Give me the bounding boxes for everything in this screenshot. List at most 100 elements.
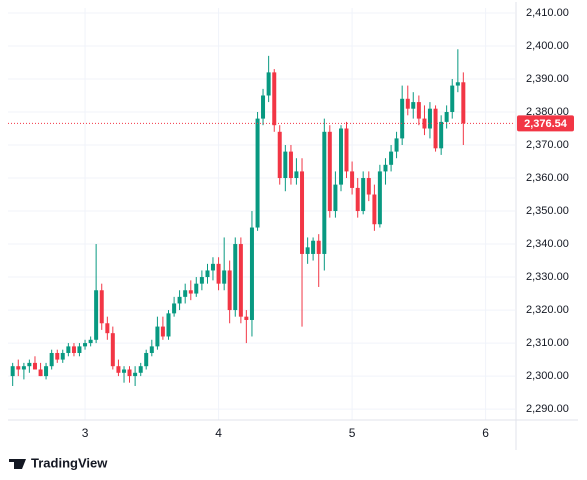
candle-body [66, 346, 71, 353]
y-tick-label: 2,350.00 [526, 205, 569, 217]
candle-body [339, 128, 344, 185]
candle-body [222, 270, 227, 284]
candle-body [71, 346, 76, 353]
candle-body [183, 290, 188, 297]
candle-body [455, 82, 460, 86]
candle-body [255, 118, 260, 228]
candle-body [122, 369, 127, 373]
candle-body [277, 131, 282, 179]
candle-body [327, 131, 332, 212]
candle-body [249, 227, 254, 320]
y-tick-label: 2,380.00 [526, 106, 569, 118]
candle-body [266, 72, 271, 96]
x-tick-label: 5 [349, 426, 356, 440]
candle-body [177, 296, 182, 304]
candle-body [355, 187, 360, 212]
candle-body [55, 352, 60, 360]
candle-body [233, 244, 238, 311]
candle-body [10, 366, 15, 377]
candle-body [216, 263, 221, 284]
candle-body [149, 346, 154, 353]
grid [8, 8, 515, 420]
candle-body [244, 316, 249, 320]
candle-body [105, 323, 110, 334]
candle-body [400, 98, 405, 139]
candle-body [21, 366, 26, 370]
candle-body [439, 121, 444, 149]
y-tick-label: 2,320.00 [526, 304, 569, 316]
candle-body [405, 98, 410, 109]
y-tick-label: 2,330.00 [526, 271, 569, 283]
candle-body [138, 366, 143, 373]
y-tick-label: 2,390.00 [526, 73, 569, 85]
candle-body [389, 151, 394, 165]
current-price-label: 2,376.54 [524, 118, 568, 130]
candle-body [88, 339, 93, 344]
candle-body [188, 290, 193, 294]
candle-body [133, 372, 138, 377]
candle-body [194, 283, 199, 294]
candle-body [361, 178, 366, 212]
candle-body [283, 151, 288, 179]
candle-body [238, 244, 243, 317]
candle-body [116, 366, 121, 373]
candle-body [166, 313, 171, 337]
candle-body [377, 171, 382, 225]
candles [10, 49, 466, 386]
candle-body [272, 72, 277, 126]
candle-body [411, 102, 416, 109]
y-tick-label: 2,340.00 [526, 238, 569, 250]
candle-body [155, 326, 160, 347]
x-tick-label: 4 [215, 426, 222, 440]
candle-body [127, 369, 132, 377]
candle-body [394, 138, 399, 152]
current-price-box [517, 115, 574, 132]
y-tick-label: 2,410.00 [526, 7, 569, 19]
candle-body [77, 346, 82, 353]
candle-body [261, 95, 266, 119]
candle-body [16, 366, 21, 370]
candle-body [444, 111, 449, 122]
candle-body [350, 171, 355, 188]
y-tick-label: 2,310.00 [526, 337, 569, 349]
candle-body [450, 85, 455, 112]
y-tick-label: 2,290.00 [526, 403, 569, 415]
y-tick-label: 2,400.00 [526, 40, 569, 52]
candle-body [427, 108, 432, 129]
candle-body [383, 164, 388, 172]
candle-body [422, 118, 427, 129]
candle-body [32, 362, 37, 370]
brand-logo [9, 459, 26, 469]
candle-body [205, 270, 210, 278]
candle-body [99, 290, 104, 324]
candle-body [27, 362, 32, 367]
y-tick-label: 2,360.00 [526, 172, 569, 184]
candle-body [210, 263, 215, 271]
candle-body [366, 178, 371, 195]
candle-body [172, 303, 177, 314]
candle-body [38, 369, 43, 377]
candle-body [49, 352, 54, 367]
candle-body [316, 240, 321, 254]
candle-body [322, 131, 327, 254]
candle-body [288, 151, 293, 179]
candle-body [333, 184, 338, 212]
candle-body [60, 352, 65, 360]
candle-body [144, 352, 149, 367]
candle-body [110, 333, 115, 367]
candle-body [461, 82, 466, 124]
y-tick-label: 2,300.00 [526, 370, 569, 382]
candle-body [311, 240, 316, 254]
candle-body [433, 108, 438, 149]
candle-body [83, 343, 88, 347]
brand: TradingView [31, 455, 108, 470]
y-tick-label: 2,370.00 [526, 139, 569, 151]
candle-body [372, 194, 377, 225]
candle-body [416, 102, 421, 119]
candle-body [305, 247, 310, 254]
candle-body [94, 290, 99, 340]
candle-body [160, 326, 165, 337]
candle-body [344, 128, 349, 172]
